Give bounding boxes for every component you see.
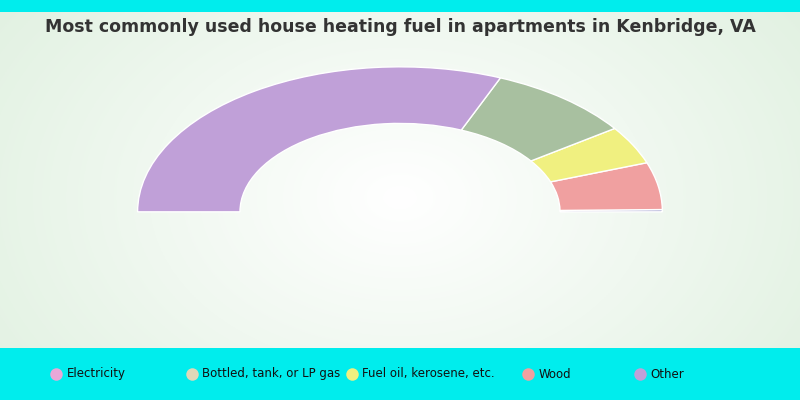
Wedge shape — [138, 67, 501, 212]
Wedge shape — [550, 163, 662, 210]
Wedge shape — [560, 210, 662, 212]
Text: Bottled, tank, or LP gas: Bottled, tank, or LP gas — [202, 368, 341, 380]
Text: Electricity: Electricity — [66, 368, 126, 380]
Text: Wood: Wood — [538, 368, 571, 380]
Text: Fuel oil, kerosene, etc.: Fuel oil, kerosene, etc. — [362, 368, 495, 380]
Wedge shape — [462, 78, 614, 161]
Wedge shape — [531, 128, 647, 182]
Text: Other: Other — [650, 368, 684, 380]
Text: Most commonly used house heating fuel in apartments in Kenbridge, VA: Most commonly used house heating fuel in… — [45, 18, 755, 36]
